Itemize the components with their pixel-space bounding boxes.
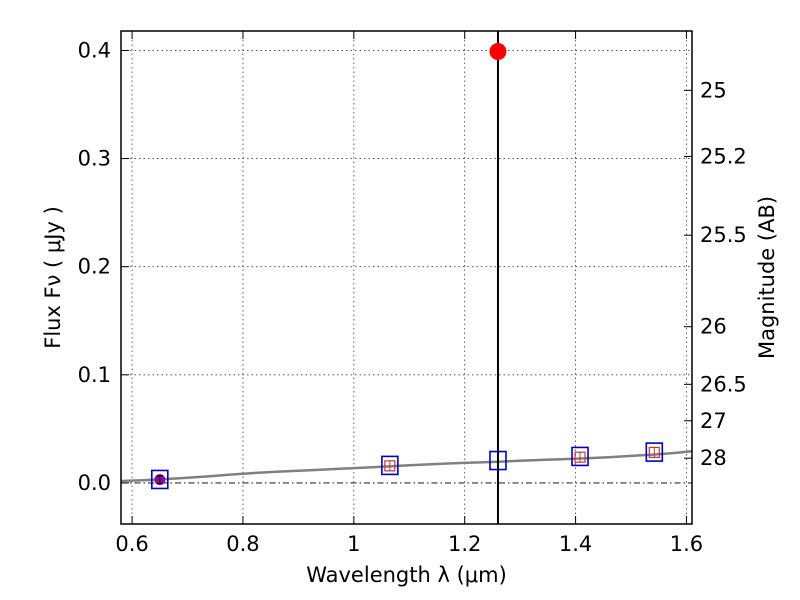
y-tick-label: 0.0 [78,471,111,495]
axes-frame [120,30,693,525]
model-point-square [571,446,589,467]
model-point-square [151,469,169,490]
y-tick-label: 0.2 [78,255,111,279]
x-tick-label: 1.6 [670,532,703,556]
model-point-square [645,442,664,462]
highlight-point [489,43,507,61]
y-tick-label: 0.4 [78,38,111,62]
x-tick-label: 1 [347,532,360,556]
right-tick-label: 26.5 [700,372,747,396]
model-point-square [489,450,507,471]
observed-point-square [648,446,660,459]
right-tick-label: 25.2 [700,144,747,168]
right-tick-label: 28 [700,446,727,470]
observed-point-square [384,460,396,472]
right-tick-label: 26 [700,315,727,339]
x-tick-label: 0.6 [115,532,148,556]
x-tick-label: 0.8 [226,532,259,556]
observed-point-square [574,451,586,463]
y-axis-title-right: Magnitude (AB) [755,196,779,359]
model-spectrum-line [120,450,693,483]
x-tick-label: 1.2 [448,532,481,556]
model-point-square [381,455,399,476]
y-tick-label: 0.1 [78,363,111,387]
plot-area [121,31,692,524]
right-tick-label: 27 [700,409,727,433]
right-tick-label: 25.5 [700,223,747,247]
right-tick-label: 25 [700,78,727,102]
x-tick-label: 1.4 [559,532,592,556]
y-tick-label: 0.3 [78,147,111,171]
x-axis-title: Wavelength λ (μm) [306,563,507,587]
y-axis-title: Flux Fν ( μJy ) [41,206,65,349]
